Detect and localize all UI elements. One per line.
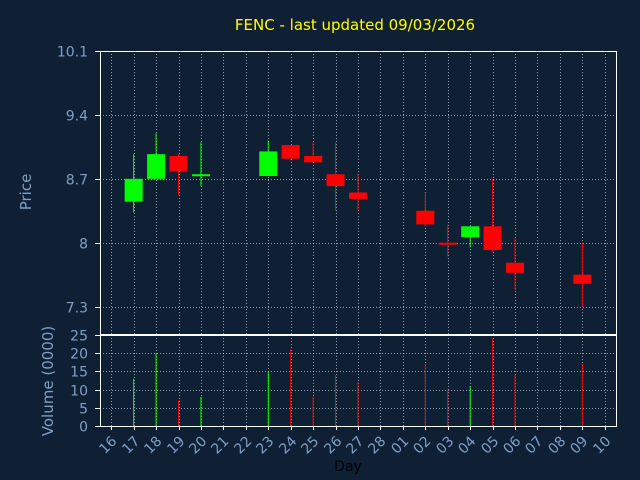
candles <box>124 133 592 307</box>
volume-tick-label: 0 <box>79 420 88 436</box>
price-panel-frame <box>100 51 617 335</box>
volume-tick-label: 5 <box>79 402 88 418</box>
candle-body-24 <box>281 145 300 159</box>
candle-body-09 <box>573 274 592 284</box>
chart-title: FENC - last updated 09/03/2026 <box>235 16 475 34</box>
candle-body-06 <box>506 262 525 273</box>
price-tick-label: 10.1 <box>57 45 88 61</box>
candle-body-05 <box>483 226 502 251</box>
x-axis-label: Day <box>334 459 362 475</box>
candle-body-25 <box>304 155 323 163</box>
candle-body-18 <box>147 154 166 179</box>
candle-body-27 <box>349 192 367 199</box>
candle-body-23 <box>259 151 278 177</box>
volume-tick-label: 25 <box>70 329 88 345</box>
volume-tick-label: 20 <box>70 347 88 363</box>
candle-body-19 <box>169 155 188 172</box>
volume-axis-label: Volume (0000) <box>39 326 57 436</box>
candle-body-26 <box>326 174 345 187</box>
volume-tick-label: 10 <box>70 384 88 400</box>
price-tick-label: 7.3 <box>66 301 88 317</box>
candle-body-04 <box>461 226 480 238</box>
price-axis-ticks: 10.1 9.4 8.7 8 7.3 <box>57 45 100 317</box>
candle-body-02 <box>416 210 435 225</box>
price-axis-label: Price <box>17 174 35 211</box>
volume-tick-label: 15 <box>70 365 88 381</box>
candle-body-20 <box>191 174 210 177</box>
volume-axis-ticks: 25 20 15 10 5 0 <box>70 329 100 436</box>
candle-body-03 <box>438 242 457 245</box>
price-tick-label: 8 <box>79 237 88 253</box>
price-tick-label: 8.7 <box>66 173 88 189</box>
volume-bars <box>133 338 583 426</box>
candle-body-17 <box>124 178 143 202</box>
price-tick-label: 9.4 <box>66 109 88 125</box>
